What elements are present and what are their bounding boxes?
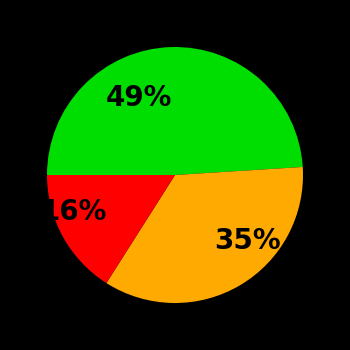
Text: 35%: 35% [214, 227, 281, 255]
Wedge shape [47, 47, 303, 175]
Text: 49%: 49% [106, 84, 173, 112]
Wedge shape [47, 175, 175, 283]
Text: 16%: 16% [41, 198, 108, 226]
Wedge shape [106, 167, 303, 303]
